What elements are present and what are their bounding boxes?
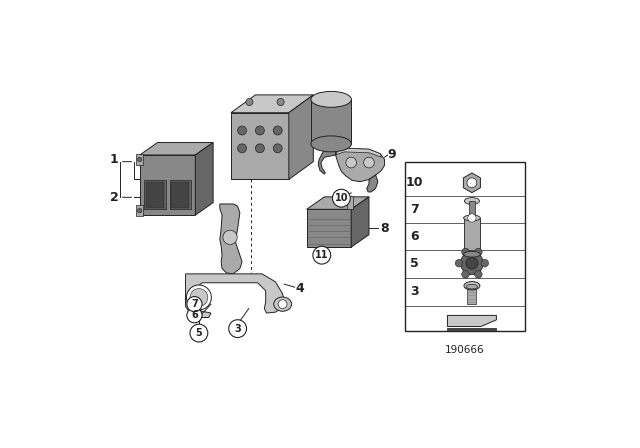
Circle shape <box>364 157 374 168</box>
Circle shape <box>138 208 142 213</box>
Circle shape <box>461 271 469 278</box>
Polygon shape <box>186 274 284 318</box>
Polygon shape <box>146 182 164 207</box>
Text: 8: 8 <box>380 222 389 235</box>
Polygon shape <box>318 149 335 174</box>
Ellipse shape <box>463 251 480 257</box>
Ellipse shape <box>274 297 291 311</box>
Polygon shape <box>467 289 476 305</box>
Text: 10: 10 <box>335 193 348 203</box>
Polygon shape <box>140 142 213 155</box>
Text: 3: 3 <box>234 323 241 334</box>
Circle shape <box>467 178 477 188</box>
Ellipse shape <box>464 282 480 290</box>
Polygon shape <box>335 148 381 157</box>
Circle shape <box>237 144 246 153</box>
Polygon shape <box>172 182 189 207</box>
Circle shape <box>474 271 482 278</box>
Polygon shape <box>447 315 497 327</box>
Circle shape <box>474 248 482 256</box>
Circle shape <box>228 320 246 337</box>
Polygon shape <box>136 154 143 165</box>
Circle shape <box>461 248 469 256</box>
Text: 4: 4 <box>296 282 305 295</box>
Circle shape <box>346 157 356 168</box>
Text: 9: 9 <box>387 148 396 161</box>
Circle shape <box>255 126 264 135</box>
Polygon shape <box>351 197 369 247</box>
Circle shape <box>466 257 478 269</box>
Text: 11: 11 <box>315 250 328 260</box>
Text: 1: 1 <box>110 153 118 166</box>
Text: 190666: 190666 <box>445 345 484 354</box>
Text: 3: 3 <box>410 284 419 297</box>
Text: 6: 6 <box>191 310 198 320</box>
Circle shape <box>223 230 237 245</box>
Text: 5: 5 <box>410 257 419 270</box>
Circle shape <box>278 300 287 309</box>
Polygon shape <box>220 204 242 274</box>
Circle shape <box>255 144 264 153</box>
Polygon shape <box>307 209 351 247</box>
Polygon shape <box>231 95 314 113</box>
Circle shape <box>468 214 476 222</box>
Circle shape <box>187 297 202 312</box>
Circle shape <box>277 99 284 106</box>
Circle shape <box>481 259 488 267</box>
Polygon shape <box>195 142 213 215</box>
Polygon shape <box>144 181 166 209</box>
Text: 6: 6 <box>410 230 419 243</box>
Text: 5: 5 <box>196 328 202 338</box>
Polygon shape <box>307 197 369 209</box>
Ellipse shape <box>311 136 351 152</box>
Ellipse shape <box>463 215 480 221</box>
Polygon shape <box>140 155 195 215</box>
Circle shape <box>461 252 483 275</box>
Polygon shape <box>463 173 481 193</box>
Ellipse shape <box>466 284 477 289</box>
Text: 10: 10 <box>406 177 423 190</box>
Circle shape <box>187 308 202 323</box>
Circle shape <box>190 289 208 306</box>
Circle shape <box>273 144 282 153</box>
Circle shape <box>273 126 282 135</box>
Polygon shape <box>231 113 289 180</box>
FancyBboxPatch shape <box>404 162 525 331</box>
Text: 7: 7 <box>191 299 198 309</box>
Ellipse shape <box>311 91 351 108</box>
Circle shape <box>237 126 246 135</box>
Ellipse shape <box>465 198 479 204</box>
Circle shape <box>313 246 331 264</box>
Text: 7: 7 <box>410 202 419 215</box>
Polygon shape <box>311 99 351 144</box>
Polygon shape <box>170 181 191 209</box>
Circle shape <box>332 189 350 207</box>
Circle shape <box>138 157 142 162</box>
Polygon shape <box>468 201 475 220</box>
Circle shape <box>190 324 208 342</box>
Polygon shape <box>136 205 143 216</box>
Polygon shape <box>289 95 314 180</box>
Polygon shape <box>335 148 385 182</box>
Polygon shape <box>447 328 497 332</box>
Circle shape <box>455 259 463 267</box>
Circle shape <box>246 99 253 106</box>
Text: 2: 2 <box>110 191 118 204</box>
Polygon shape <box>347 196 353 209</box>
Polygon shape <box>367 175 378 192</box>
Polygon shape <box>463 218 480 254</box>
Circle shape <box>186 285 211 310</box>
